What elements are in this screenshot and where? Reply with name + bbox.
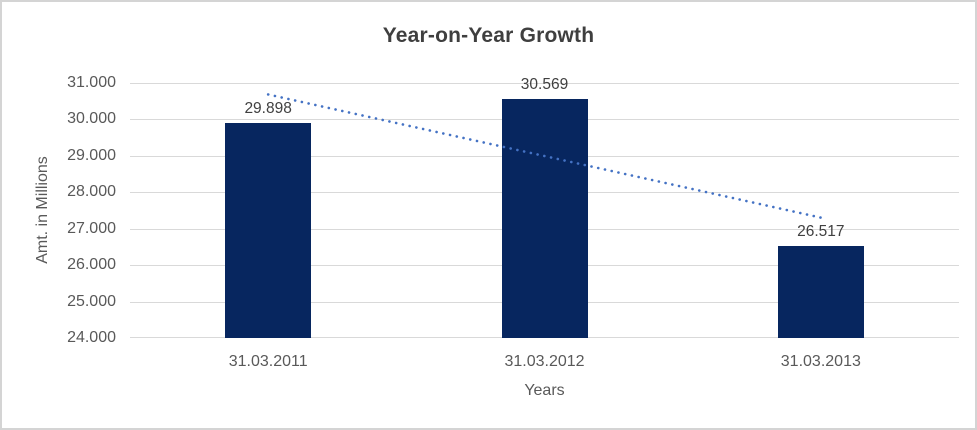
y-tick-label: 24.000 xyxy=(67,329,116,346)
y-axis-tick-labels: 31.000 30.000 29.000 28.000 27.000 26.000 25.0… xyxy=(2,74,116,346)
x-axis-category-label: 31.03.2011 xyxy=(228,353,308,370)
y-tick-label: 31.000 xyxy=(67,74,116,91)
bar xyxy=(777,246,864,338)
y-tick-label: 29.000 xyxy=(67,146,116,164)
x-axis-category-label: 31.03.2013 xyxy=(780,353,861,370)
bar-data-label: 26.517 xyxy=(797,223,845,241)
y-tick-label: 25.000 xyxy=(67,292,116,310)
y-tick-label: 28.000 xyxy=(67,183,116,201)
gridline xyxy=(130,83,959,84)
bar xyxy=(225,123,312,338)
y-tick-label: 27.000 xyxy=(67,219,116,237)
x-axis-title: Years xyxy=(524,382,565,399)
plot-area: 29.898 30.569 26.517 xyxy=(130,76,959,338)
bar xyxy=(501,98,588,338)
y-tick-label: 30.000 xyxy=(67,110,116,128)
bar-data-label: 29.898 xyxy=(244,100,292,118)
chart-title: Year-on-Year Growth xyxy=(382,24,595,47)
bar-data-label: 30.569 xyxy=(520,75,569,93)
y-tick-label: 26.000 xyxy=(67,256,116,274)
x-axis-category-label: 31.03.2012 xyxy=(504,353,585,370)
x-axis-labels: 31.03.2011 31.03.2012 31.03.2013 xyxy=(130,353,959,373)
